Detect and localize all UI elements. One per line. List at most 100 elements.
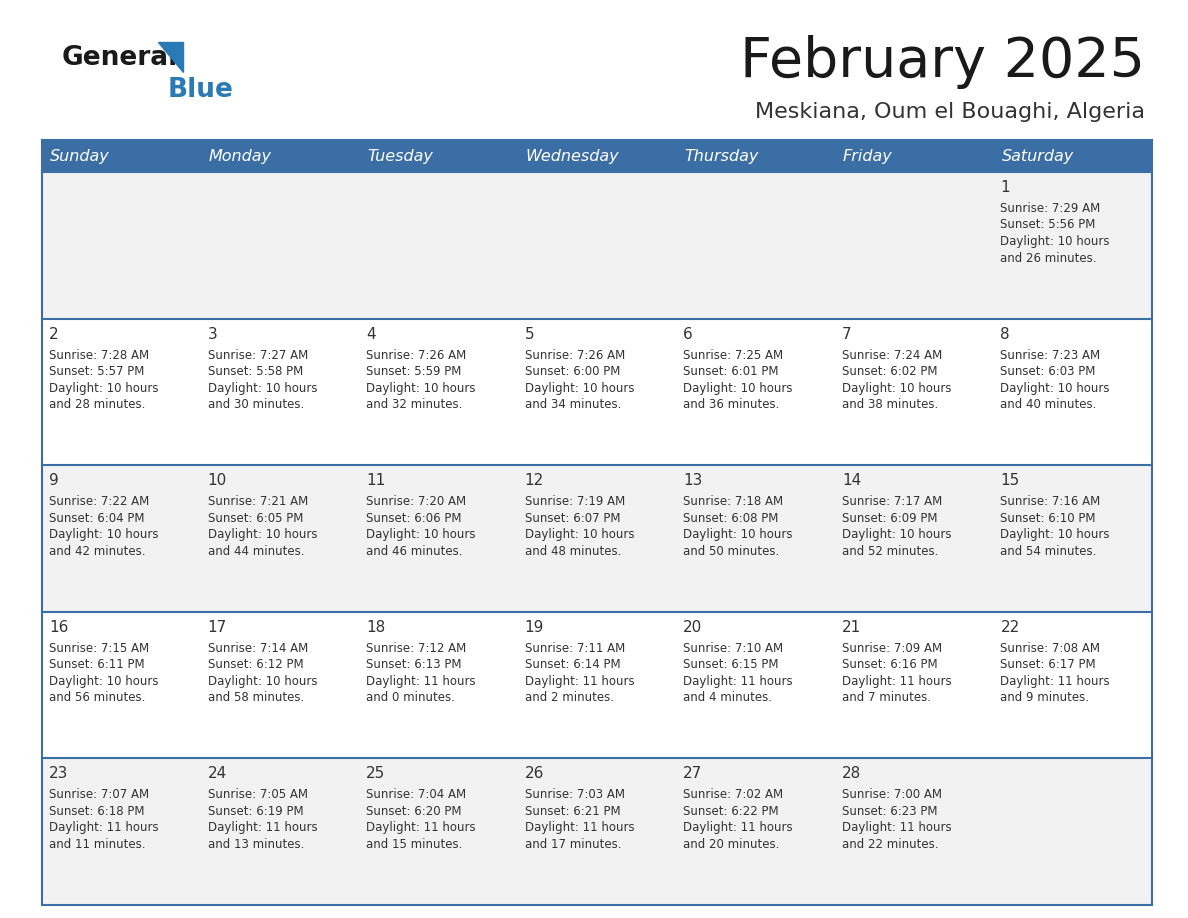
Text: 1: 1 <box>1000 180 1010 195</box>
Text: Sunrise: 7:24 AM: Sunrise: 7:24 AM <box>842 349 942 362</box>
Text: Daylight: 11 hours: Daylight: 11 hours <box>525 822 634 834</box>
Text: Daylight: 10 hours: Daylight: 10 hours <box>208 382 317 395</box>
Text: 19: 19 <box>525 620 544 635</box>
Text: and 22 minutes.: and 22 minutes. <box>842 838 939 851</box>
Text: 15: 15 <box>1000 473 1019 488</box>
Bar <box>42 465 1152 611</box>
Text: Sunrise: 7:03 AM: Sunrise: 7:03 AM <box>525 789 625 801</box>
Text: and 26 minutes.: and 26 minutes. <box>1000 252 1097 264</box>
Text: 9: 9 <box>49 473 58 488</box>
Text: Sunrise: 7:20 AM: Sunrise: 7:20 AM <box>366 495 466 509</box>
Text: Sunrise: 7:11 AM: Sunrise: 7:11 AM <box>525 642 625 655</box>
Bar <box>42 172 1152 319</box>
Text: and 0 minutes.: and 0 minutes. <box>366 691 455 704</box>
Text: Daylight: 10 hours: Daylight: 10 hours <box>49 675 158 688</box>
Text: 22: 22 <box>1000 620 1019 635</box>
Text: Daylight: 11 hours: Daylight: 11 hours <box>366 822 475 834</box>
Text: and 13 minutes.: and 13 minutes. <box>208 838 304 851</box>
Text: Sunset: 6:22 PM: Sunset: 6:22 PM <box>683 805 779 818</box>
Bar <box>42 319 1152 465</box>
Text: Daylight: 11 hours: Daylight: 11 hours <box>366 675 475 688</box>
Text: Sunrise: 7:29 AM: Sunrise: 7:29 AM <box>1000 202 1100 215</box>
Text: Sunset: 6:11 PM: Sunset: 6:11 PM <box>49 658 145 671</box>
Text: 27: 27 <box>683 767 702 781</box>
Text: and 42 minutes.: and 42 minutes. <box>49 544 145 558</box>
Text: and 2 minutes.: and 2 minutes. <box>525 691 614 704</box>
Text: and 46 minutes.: and 46 minutes. <box>366 544 462 558</box>
Text: Daylight: 10 hours: Daylight: 10 hours <box>525 528 634 542</box>
Text: and 9 minutes.: and 9 minutes. <box>1000 691 1089 704</box>
Text: Sunset: 6:19 PM: Sunset: 6:19 PM <box>208 805 303 818</box>
Text: 7: 7 <box>842 327 852 341</box>
Text: Daylight: 11 hours: Daylight: 11 hours <box>683 675 792 688</box>
Text: Sunset: 6:03 PM: Sunset: 6:03 PM <box>1000 365 1095 378</box>
Text: Sunset: 6:17 PM: Sunset: 6:17 PM <box>1000 658 1097 671</box>
Text: Daylight: 11 hours: Daylight: 11 hours <box>683 822 792 834</box>
Text: Daylight: 10 hours: Daylight: 10 hours <box>366 382 475 395</box>
Text: 11: 11 <box>366 473 385 488</box>
Text: Sunset: 6:05 PM: Sunset: 6:05 PM <box>208 511 303 525</box>
Text: Sunset: 6:16 PM: Sunset: 6:16 PM <box>842 658 937 671</box>
Text: Sunset: 5:58 PM: Sunset: 5:58 PM <box>208 365 303 378</box>
Text: Sunset: 6:08 PM: Sunset: 6:08 PM <box>683 511 778 525</box>
Text: Wednesday: Wednesday <box>526 149 619 163</box>
Text: 21: 21 <box>842 620 861 635</box>
Text: Sunset: 6:20 PM: Sunset: 6:20 PM <box>366 805 462 818</box>
Text: Thursday: Thursday <box>684 149 759 163</box>
Text: Sunrise: 7:08 AM: Sunrise: 7:08 AM <box>1000 642 1100 655</box>
Text: Sunset: 6:04 PM: Sunset: 6:04 PM <box>49 511 145 525</box>
Text: Sunrise: 7:21 AM: Sunrise: 7:21 AM <box>208 495 308 509</box>
Text: 25: 25 <box>366 767 385 781</box>
Text: and 17 minutes.: and 17 minutes. <box>525 838 621 851</box>
Text: 8: 8 <box>1000 327 1010 341</box>
Text: Daylight: 10 hours: Daylight: 10 hours <box>208 675 317 688</box>
Text: and 50 minutes.: and 50 minutes. <box>683 544 779 558</box>
Text: Sunrise: 7:16 AM: Sunrise: 7:16 AM <box>1000 495 1100 509</box>
Text: 14: 14 <box>842 473 861 488</box>
Text: Sunrise: 7:27 AM: Sunrise: 7:27 AM <box>208 349 308 362</box>
Text: Sunset: 6:13 PM: Sunset: 6:13 PM <box>366 658 462 671</box>
Text: Sunrise: 7:14 AM: Sunrise: 7:14 AM <box>208 642 308 655</box>
Text: 3: 3 <box>208 327 217 341</box>
Text: and 32 minutes.: and 32 minutes. <box>366 398 462 411</box>
Text: Sunrise: 7:18 AM: Sunrise: 7:18 AM <box>683 495 783 509</box>
Text: Daylight: 10 hours: Daylight: 10 hours <box>1000 382 1110 395</box>
Polygon shape <box>158 42 183 72</box>
Text: and 52 minutes.: and 52 minutes. <box>842 544 939 558</box>
Text: Sunrise: 7:22 AM: Sunrise: 7:22 AM <box>49 495 150 509</box>
Text: and 28 minutes.: and 28 minutes. <box>49 398 145 411</box>
Text: Sunset: 6:23 PM: Sunset: 6:23 PM <box>842 805 937 818</box>
Text: February 2025: February 2025 <box>740 35 1145 89</box>
Text: 5: 5 <box>525 327 535 341</box>
Text: Daylight: 10 hours: Daylight: 10 hours <box>1000 235 1110 248</box>
Text: Sunset: 6:01 PM: Sunset: 6:01 PM <box>683 365 779 378</box>
Text: and 11 minutes.: and 11 minutes. <box>49 838 145 851</box>
Text: and 36 minutes.: and 36 minutes. <box>683 398 779 411</box>
Text: Daylight: 10 hours: Daylight: 10 hours <box>683 528 792 542</box>
Text: Sunset: 6:21 PM: Sunset: 6:21 PM <box>525 805 620 818</box>
Text: Daylight: 10 hours: Daylight: 10 hours <box>525 382 634 395</box>
Text: 26: 26 <box>525 767 544 781</box>
Text: Sunset: 6:09 PM: Sunset: 6:09 PM <box>842 511 937 525</box>
Text: 18: 18 <box>366 620 385 635</box>
Text: Sunrise: 7:28 AM: Sunrise: 7:28 AM <box>49 349 150 362</box>
Text: 2: 2 <box>49 327 58 341</box>
Text: Sunset: 6:00 PM: Sunset: 6:00 PM <box>525 365 620 378</box>
Text: Daylight: 10 hours: Daylight: 10 hours <box>842 528 952 542</box>
Text: Daylight: 11 hours: Daylight: 11 hours <box>842 822 952 834</box>
Text: Sunset: 6:18 PM: Sunset: 6:18 PM <box>49 805 145 818</box>
Text: 17: 17 <box>208 620 227 635</box>
Text: Sunrise: 7:25 AM: Sunrise: 7:25 AM <box>683 349 783 362</box>
Text: Daylight: 11 hours: Daylight: 11 hours <box>525 675 634 688</box>
Text: Sunset: 6:07 PM: Sunset: 6:07 PM <box>525 511 620 525</box>
Text: Sunday: Sunday <box>50 149 109 163</box>
Text: Sunrise: 7:17 AM: Sunrise: 7:17 AM <box>842 495 942 509</box>
Text: 28: 28 <box>842 767 861 781</box>
Text: Sunset: 6:14 PM: Sunset: 6:14 PM <box>525 658 620 671</box>
Text: Daylight: 10 hours: Daylight: 10 hours <box>208 528 317 542</box>
Text: and 56 minutes.: and 56 minutes. <box>49 691 145 704</box>
Text: Sunrise: 7:10 AM: Sunrise: 7:10 AM <box>683 642 783 655</box>
Text: Sunset: 5:57 PM: Sunset: 5:57 PM <box>49 365 145 378</box>
Text: and 48 minutes.: and 48 minutes. <box>525 544 621 558</box>
Text: and 40 minutes.: and 40 minutes. <box>1000 398 1097 411</box>
